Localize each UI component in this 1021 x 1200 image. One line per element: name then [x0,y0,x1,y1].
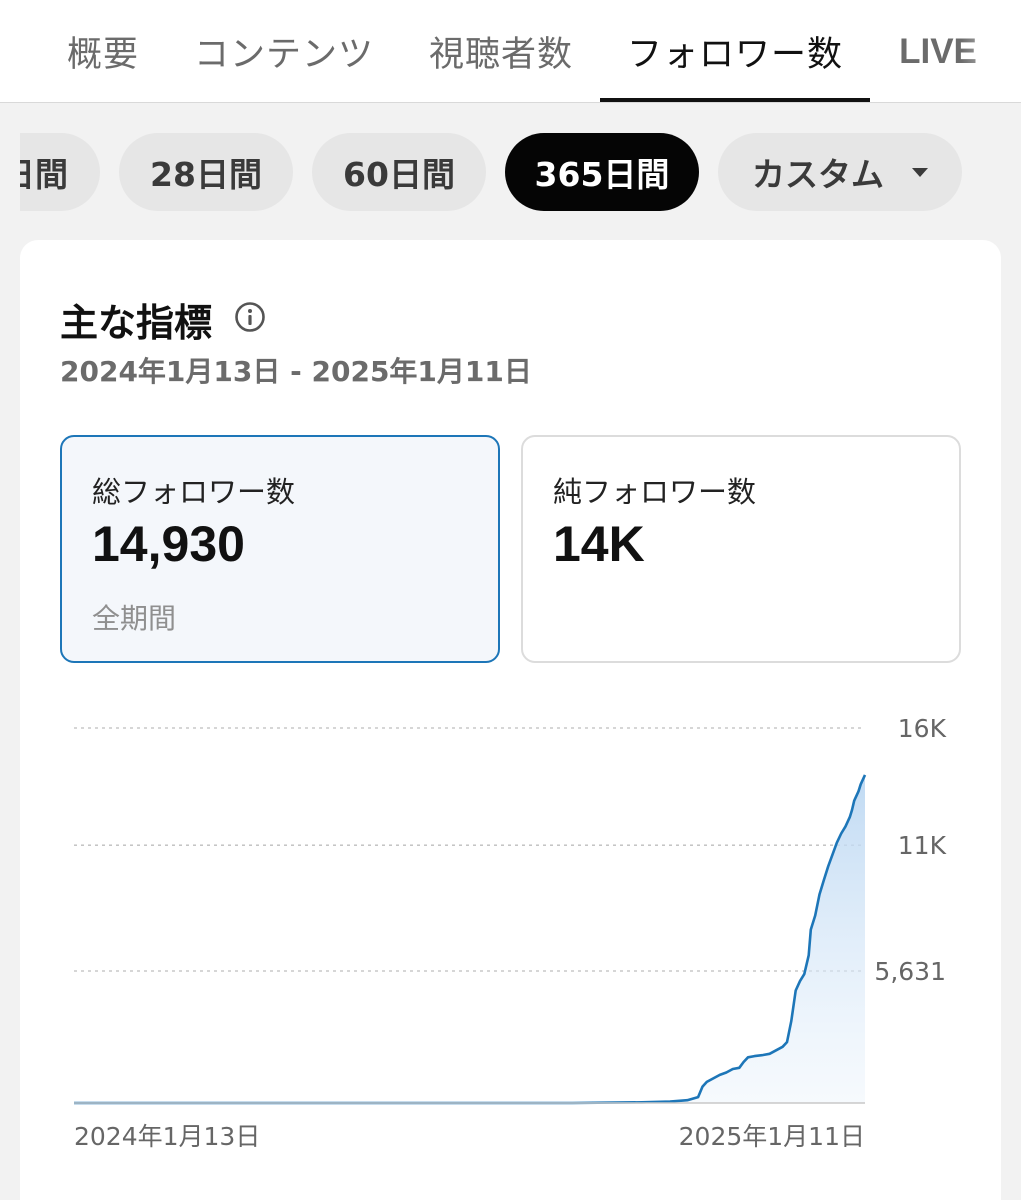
followers-chart: 2024年1月13日 2025年1月11日 16K 11K 5,631 [74,714,947,1151]
period-selector: 日間 28日間 60日間 365日間 カスタム [20,103,1021,240]
analytics-tab-bar: 概要 コンテンツ 視聴者数 フォロワー数 LIVE [0,0,1021,103]
tab-scroll-fade [961,0,1021,100]
metric-label: 総フォロワー数 [92,475,296,509]
tab-followers[interactable]: フォロワー数 [626,35,843,75]
x-tick-label-end: 2025年1月11日 [679,1122,865,1151]
period-chip-365days[interactable]: 365日間 [505,133,699,211]
metric-period: 全期間 [92,602,177,635]
card-title: 主な指標 [60,301,213,345]
metric-net-followers[interactable]: 純フォロワー数 14K [521,435,961,663]
period-chip-28days[interactable]: 28日間 [119,133,293,211]
period-chip-custom-label: カスタム [752,155,884,194]
period-chip-custom[interactable]: カスタム [718,133,962,211]
tab-content[interactable]: コンテンツ [193,35,374,75]
date-range: 2024年1月13日 - 2025年1月11日 [60,355,532,388]
key-metrics-card: 主な指標 2024年1月13日 - 2025年1月11日 総フォロワー数 14,… [20,240,1001,1200]
chevron-down-icon [912,167,928,177]
chart-area-fill [74,774,865,1103]
period-chip-60days[interactable]: 60日間 [312,133,486,211]
active-tab-indicator [600,98,870,102]
tab-viewers[interactable]: 視聴者数 [428,35,573,75]
chart-series-line [74,774,867,1105]
y-tick-label: 5,631 [874,957,946,986]
x-tick-label-start: 2024年1月13日 [74,1122,260,1151]
metric-value: 14,930 [92,516,245,572]
info-icon[interactable] [234,301,266,333]
metric-total-followers[interactable]: 総フォロワー数 14,930 全期間 [60,435,500,663]
y-tick-label: 16K [898,714,947,743]
y-tick-label: 11K [898,831,947,860]
metric-label: 純フォロワー数 [553,475,757,509]
metric-value: 14K [553,516,645,572]
period-chip-7days[interactable]: 日間 [20,133,100,211]
tab-overview[interactable]: 概要 [66,35,139,75]
